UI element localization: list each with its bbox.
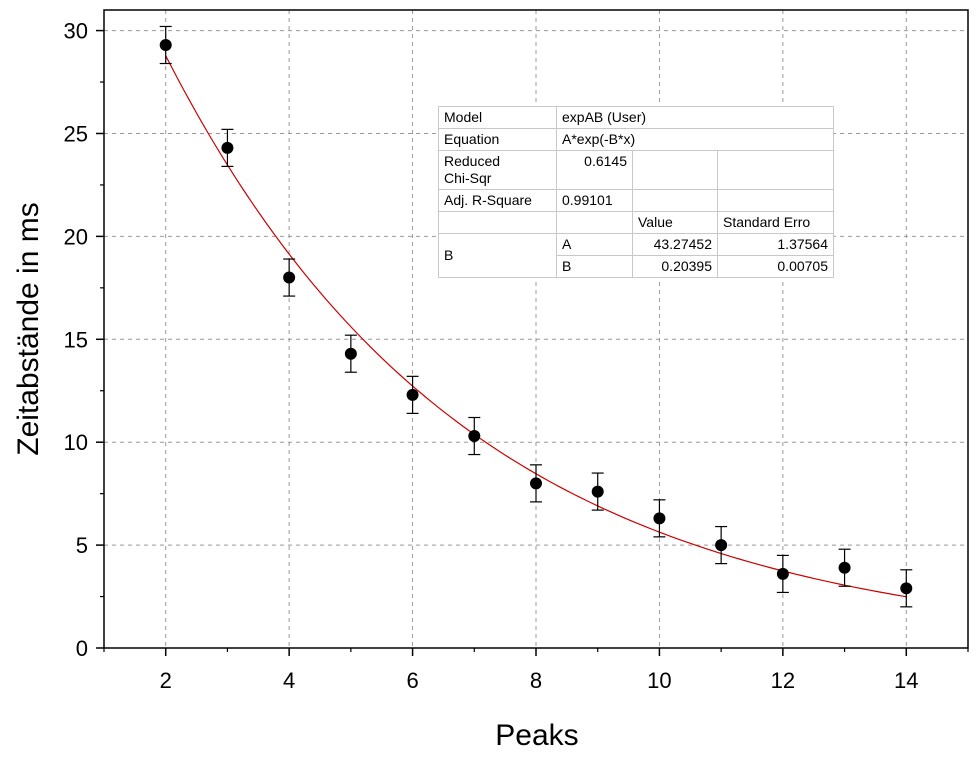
data-point bbox=[838, 561, 851, 574]
model-value: expAB (User) bbox=[556, 106, 834, 129]
data-point bbox=[591, 485, 604, 498]
param-name-b: B bbox=[556, 255, 633, 278]
fit-row-r2: Adj. R-Square 0.99101 bbox=[438, 189, 834, 212]
x-tick-label: 12 bbox=[771, 668, 795, 693]
header-empty-2 bbox=[556, 211, 633, 234]
x-tick-label: 14 bbox=[894, 668, 918, 693]
y-tick-label: 30 bbox=[64, 19, 88, 44]
data-point bbox=[159, 38, 172, 51]
x-tick-label: 8 bbox=[530, 668, 542, 693]
fit-results-table: Model expAB (User) Equation A*exp(-B*x) … bbox=[438, 106, 834, 278]
fit-row-header: Value Standard Erro bbox=[438, 211, 834, 234]
fit-row-chisq: Reduced Chi-Sqr 0.6145 bbox=[438, 150, 834, 190]
model-label: Model bbox=[438, 106, 557, 129]
error-column-header: Standard Erro bbox=[717, 211, 834, 234]
param-value-b: 0.20395 bbox=[632, 255, 718, 278]
r2-empty-1 bbox=[632, 189, 718, 212]
y-tick-label: 0 bbox=[76, 636, 88, 661]
data-points bbox=[159, 38, 913, 595]
chisq-empty-1 bbox=[632, 150, 718, 190]
r2-empty-2 bbox=[717, 189, 834, 212]
fit-row-param-b: B 0.20395 0.00705 bbox=[439, 255, 834, 278]
y-tick-label: 10 bbox=[64, 430, 88, 455]
fit-row-model: Model expAB (User) bbox=[438, 106, 834, 129]
data-point bbox=[344, 347, 357, 360]
x-tick-label: 2 bbox=[160, 668, 172, 693]
r2-label: Adj. R-Square bbox=[438, 189, 557, 212]
data-point bbox=[406, 388, 419, 401]
x-axis-title: Peaks bbox=[495, 719, 578, 752]
y-tick-labels: 0 5 10 15 20 25 30 bbox=[64, 19, 88, 661]
y-tick-label: 5 bbox=[76, 533, 88, 558]
equation-value: A*exp(-B*x) bbox=[556, 128, 834, 151]
chisq-empty-2 bbox=[717, 150, 834, 190]
data-point bbox=[900, 582, 913, 595]
x-tick-label: 6 bbox=[406, 668, 418, 693]
x-tick-label: 4 bbox=[283, 668, 295, 693]
param-value-a: 43.27452 bbox=[632, 233, 718, 256]
r2-value: 0.99101 bbox=[556, 189, 633, 212]
data-point bbox=[530, 477, 542, 490]
param-name-a: A bbox=[556, 233, 633, 256]
data-point bbox=[468, 430, 481, 443]
data-point bbox=[776, 567, 789, 580]
fit-row-param-a: B A 43.27452 1.37564 bbox=[438, 233, 834, 278]
equation-label: Equation bbox=[438, 128, 557, 151]
axis-ticks bbox=[96, 29, 969, 656]
chisq-label-line2: Chi-Sqr bbox=[444, 170, 492, 186]
y-tick-label: 20 bbox=[64, 224, 88, 249]
x-tick-labels: 2 4 6 8 10 12 14 bbox=[160, 668, 919, 693]
y-axis-title: Zeitabstände in ms bbox=[12, 202, 45, 455]
chisq-label: Reduced Chi-Sqr bbox=[438, 150, 557, 190]
param-group-label: B bbox=[438, 233, 557, 278]
data-point bbox=[715, 539, 728, 552]
value-column-header: Value bbox=[632, 211, 718, 234]
y-tick-label: 25 bbox=[64, 121, 88, 146]
data-point bbox=[653, 512, 666, 525]
header-empty-1 bbox=[438, 211, 557, 234]
param-error-a: 1.37564 bbox=[717, 233, 834, 256]
data-point bbox=[221, 141, 234, 154]
fit-row-equation: Equation A*exp(-B*x) bbox=[438, 128, 834, 151]
data-point bbox=[283, 271, 296, 284]
y-tick-label: 15 bbox=[64, 327, 88, 352]
param-error-b: 0.00705 bbox=[717, 255, 834, 278]
x-tick-label: 10 bbox=[647, 668, 671, 693]
chisq-value: 0.6145 bbox=[556, 150, 633, 190]
chisq-label-line1: Reduced bbox=[444, 153, 501, 169]
